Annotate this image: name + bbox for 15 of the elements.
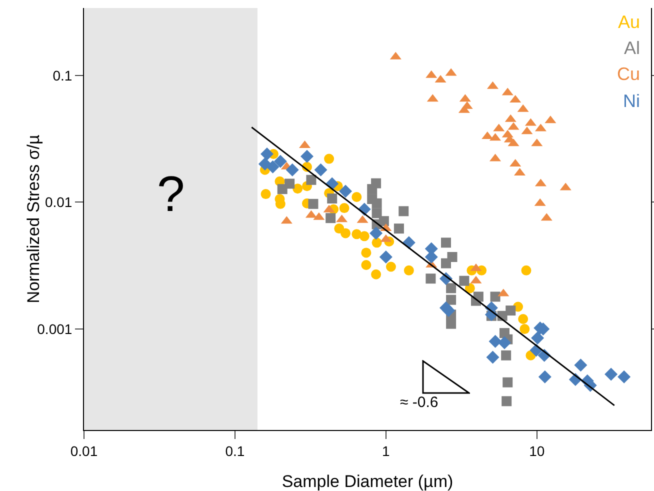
- y-axis-title: Normalized Stress σ/µ: [24, 134, 43, 304]
- text: Ni: [623, 91, 640, 111]
- x-tick-label: 1: [382, 442, 390, 459]
- annotation: ≈ -0.6: [400, 394, 438, 411]
- y-tick-label: 0.001: [37, 320, 72, 337]
- x-tick-label: 10: [529, 442, 545, 459]
- text: Cu: [617, 64, 640, 84]
- y-tick-label: 0.1: [52, 67, 72, 84]
- text: Al: [624, 38, 640, 58]
- y-tick-label: 0.01: [44, 194, 72, 210]
- x-axis-title: Sample Diameter (µm): [282, 472, 454, 491]
- band-label: ?: [157, 166, 185, 222]
- x-tick-label: 0.1: [225, 442, 245, 459]
- x-tick-label: 0.01: [70, 442, 98, 459]
- text: Au: [618, 12, 640, 32]
